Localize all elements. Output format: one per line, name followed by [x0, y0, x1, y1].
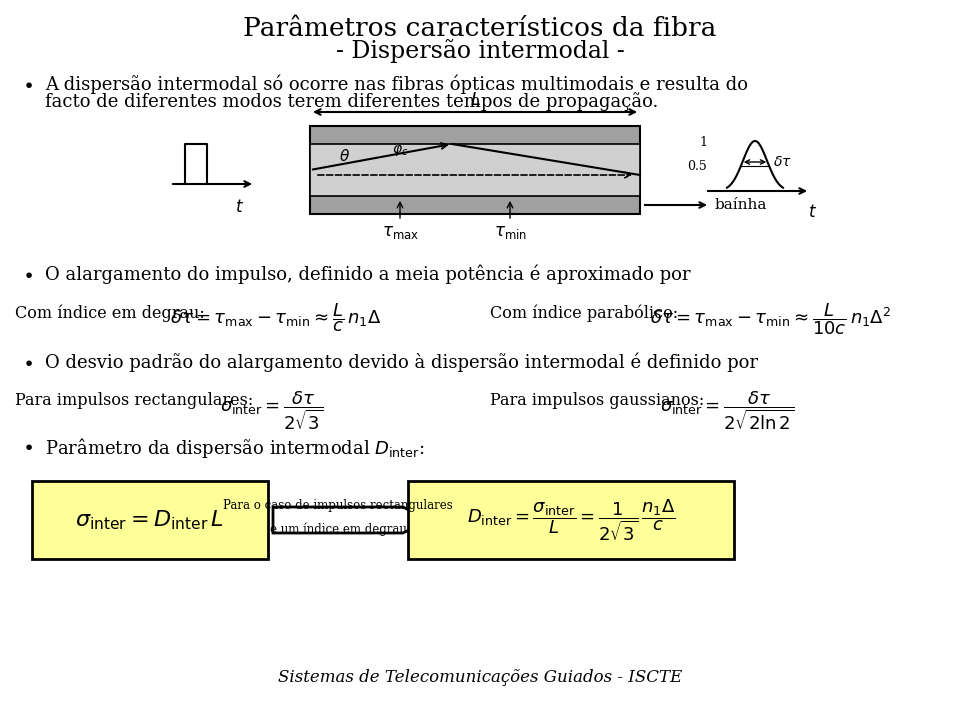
Text: Com índice em degrau:: Com índice em degrau:: [15, 304, 204, 322]
Text: Para impulsos gaussianos:: Para impulsos gaussianos:: [490, 392, 705, 409]
Text: $\varphi_c$: $\varphi_c$: [392, 143, 408, 158]
Text: 1: 1: [699, 137, 707, 149]
Text: - Dispersão intermodal -: - Dispersão intermodal -: [336, 39, 624, 63]
Text: Para impulsos rectangulares:: Para impulsos rectangulares:: [15, 392, 253, 409]
Text: A dispersão intermodal só ocorre nas fibras ópticas multimodais e resulta do: A dispersão intermodal só ocorre nas fib…: [45, 74, 748, 94]
Text: Parâmetros característicos da fibra: Parâmetros característicos da fibra: [243, 16, 717, 41]
Text: baínha: baínha: [715, 198, 767, 212]
Text: $\bullet$: $\bullet$: [22, 264, 33, 283]
Text: facto de diferentes modos terem diferentes tempos de propagação.: facto de diferentes modos terem diferent…: [45, 92, 659, 111]
Text: Parâmetro da dispersão intermodal $D_{\rm inter}$:: Parâmetro da dispersão intermodal $D_{\r…: [45, 436, 424, 460]
Text: $\delta\tau = \tau_{\rm max} - \tau_{\rm min} \approx \dfrac{L}{10c}\, n_1 \Delt: $\delta\tau = \tau_{\rm max} - \tau_{\rm…: [650, 301, 891, 337]
Text: O alargamento do impulso, definido a meia potência é aproximado por: O alargamento do impulso, definido a mei…: [45, 264, 690, 284]
Text: $\tau_{\rm max}$: $\tau_{\rm max}$: [381, 224, 419, 241]
Bar: [310, 144, 640, 196]
Text: $t$: $t$: [235, 199, 245, 216]
Bar: [310, 126, 640, 214]
Text: e um índice em degrau: e um índice em degrau: [270, 522, 406, 536]
Text: $L$: $L$: [469, 91, 480, 109]
FancyBboxPatch shape: [408, 481, 734, 559]
FancyBboxPatch shape: [32, 481, 268, 559]
Text: $\delta\tau$: $\delta\tau$: [773, 155, 792, 169]
Text: $\bullet$: $\bullet$: [22, 436, 33, 455]
Text: 0.5: 0.5: [687, 161, 707, 173]
Text: Para o caso de impulsos rectangulares: Para o caso de impulsos rectangulares: [223, 499, 453, 512]
Text: $\tau_{\rm min}$: $\tau_{\rm min}$: [493, 224, 526, 241]
Text: $t$: $t$: [808, 204, 818, 221]
Text: $\theta$: $\theta$: [340, 148, 350, 164]
Text: $\delta\tau = \tau_{\rm max} - \tau_{\rm min} \approx \dfrac{L}{c}\, n_1 \Delta$: $\delta\tau = \tau_{\rm max} - \tau_{\rm…: [170, 301, 381, 334]
Text: $\bullet$: $\bullet$: [22, 74, 33, 93]
Text: $\sigma_{\rm inter} = \dfrac{\delta\tau}{2\sqrt{2\ln 2}}$: $\sigma_{\rm inter} = \dfrac{\delta\tau}…: [660, 389, 795, 432]
Text: $\bullet$: $\bullet$: [22, 352, 33, 371]
Text: $\sigma_{\rm inter} = D_{\rm inter}\, L$: $\sigma_{\rm inter} = D_{\rm inter}\, L$: [76, 508, 225, 532]
FancyArrow shape: [273, 507, 428, 533]
Text: $\sigma_{\rm inter} = \dfrac{\delta\tau}{2\sqrt{3}}$: $\sigma_{\rm inter} = \dfrac{\delta\tau}…: [220, 389, 324, 432]
Text: Sistemas de Telecomunicações Guiados - ISCTE: Sistemas de Telecomunicações Guiados - I…: [277, 669, 683, 686]
Text: O desvio padrão do alargamento devido à dispersão intermodal é definido por: O desvio padrão do alargamento devido à …: [45, 352, 758, 372]
Text: Com índice parabólico:: Com índice parabólico:: [490, 304, 678, 322]
Text: $D_{\rm inter} = \dfrac{\sigma_{\rm inter}}{L} = \dfrac{1}{2\sqrt{3}}\,\dfrac{n_: $D_{\rm inter} = \dfrac{\sigma_{\rm inte…: [467, 497, 675, 543]
